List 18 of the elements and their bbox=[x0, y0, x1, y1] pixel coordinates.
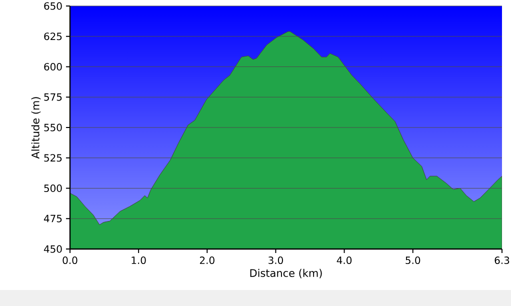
y-tick-label: 600 bbox=[44, 62, 62, 71]
y-tick-label: 475 bbox=[44, 214, 62, 222]
x-tick-label: 6.3 bbox=[494, 256, 510, 264]
y-tick-label: 450 bbox=[44, 245, 62, 253]
x-tick-label: 3.0 bbox=[268, 256, 283, 264]
x-tick-label: 0.0 bbox=[62, 256, 78, 264]
x-tick-label: 5.0 bbox=[406, 256, 420, 264]
x-axis-title: Distance (km) bbox=[250, 268, 322, 278]
y-axis-title: Altitude (m) bbox=[31, 97, 41, 159]
x-tick-label: 4.0 bbox=[336, 256, 352, 264]
y-tick-label: 500 bbox=[44, 184, 62, 192]
x-tick-label: 1.0 bbox=[132, 256, 146, 264]
y-tick-label: 625 bbox=[44, 32, 62, 40]
y-tick-label: 525 bbox=[44, 154, 62, 162]
y-tick-label: 650 bbox=[44, 2, 62, 10]
y-tick-label: 550 bbox=[44, 124, 62, 132]
x-tick-label: 2.0 bbox=[200, 256, 214, 264]
y-tick-label: 575 bbox=[44, 93, 62, 101]
